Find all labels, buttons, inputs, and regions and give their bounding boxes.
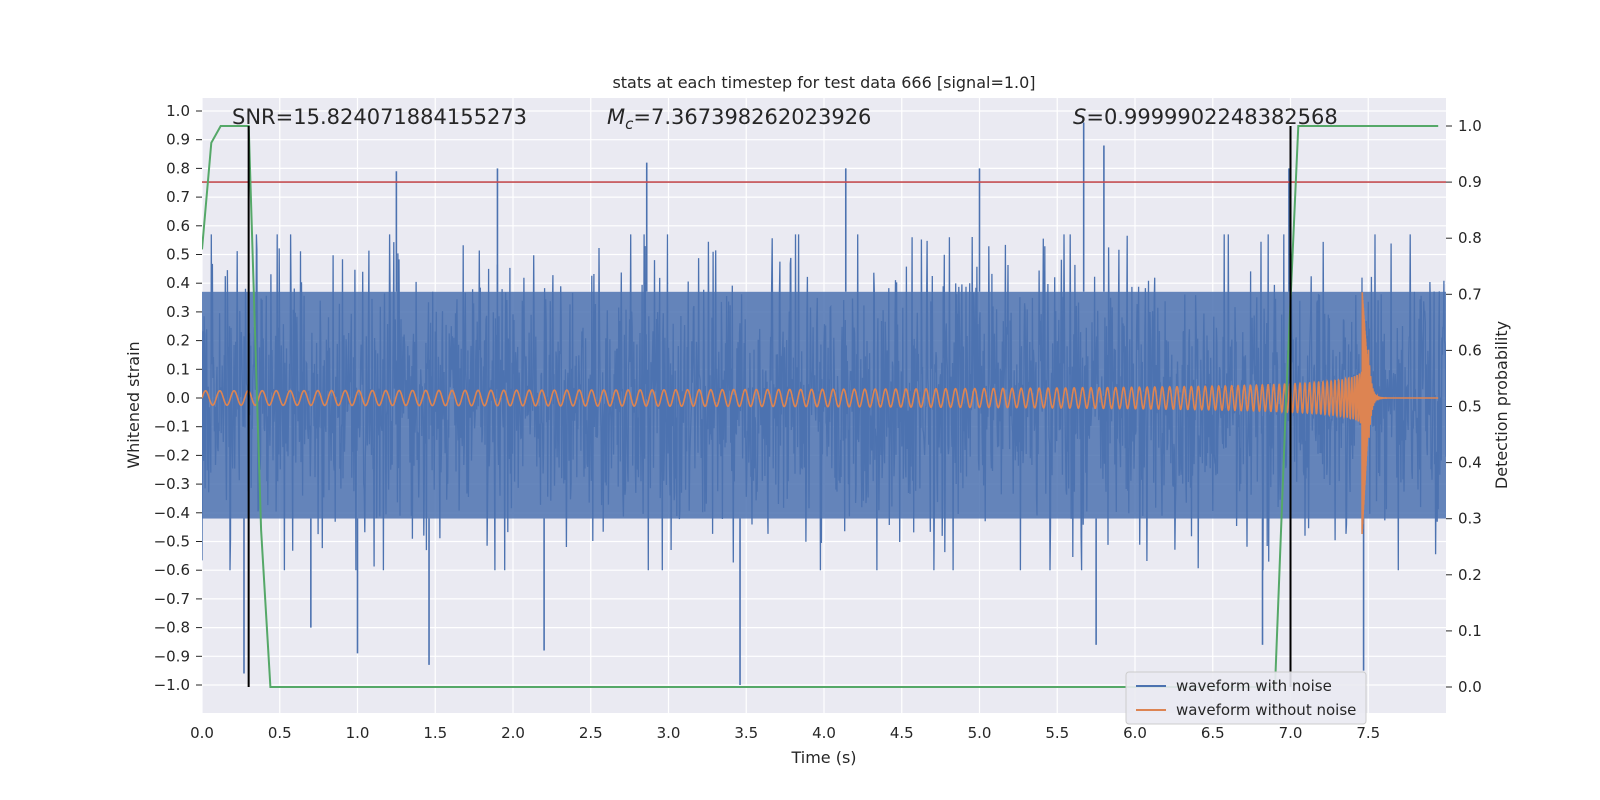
y-tick-label: 0.3: [166, 303, 190, 321]
y-tick-label: −1.0: [154, 676, 190, 694]
y-tick-label: −0.7: [154, 590, 190, 608]
x-tick-label: 3.0: [657, 724, 681, 742]
y2-tick-label: 1.0: [1458, 117, 1482, 135]
x-tick-label: 2.0: [501, 724, 525, 742]
clipped-series: [202, 122, 1446, 688]
y2-tick-label: 0.3: [1458, 510, 1482, 528]
annotation-score-value: =0.9999902248382568: [1086, 105, 1337, 129]
y2-tick-label: 0.9: [1458, 173, 1482, 191]
y2-tick-label: 0.8: [1458, 229, 1482, 247]
noise-waveform-band: [202, 291, 1446, 519]
x-tick-label: 5.5: [1045, 724, 1069, 742]
y-tick-label: −0.1: [154, 418, 190, 436]
annotation-chirp-mass-value: =7.367398262023926: [633, 105, 871, 129]
y-tick-label: 0.8: [166, 159, 190, 177]
x-tick-label: 4.0: [812, 724, 836, 742]
detection-probability-line: [202, 125, 1439, 688]
y2-tick-label: 0.5: [1458, 398, 1482, 416]
y2-axis-label: Detection probability: [1492, 321, 1511, 489]
annotation-score: S=0.9999902248382568: [1073, 105, 1338, 129]
annotation-chirp-mass-subscript: c: [625, 115, 634, 133]
annotation-chirp-mass: Mc=7.367398262023926: [607, 105, 871, 133]
y-tick-label: 0.1: [166, 360, 190, 378]
y-tick-label: 0.5: [166, 246, 190, 264]
axes-layer: 0.0 0.5 1.0 1.5 2.0 2.5 3.0 3.5 4.0 4.5 5.0 5.5 6.0 6…: [154, 102, 1482, 742]
x-tick-label: 6.0: [1123, 724, 1147, 742]
legend-box: [1125, 671, 1367, 725]
annotation-score-symbol: S: [1073, 105, 1086, 129]
x-axis-label: Time (s): [790, 748, 856, 767]
y-tick-label: 0.6: [166, 217, 190, 235]
x-tick-label: 7.0: [1279, 724, 1303, 742]
x-tick-label: 1.5: [423, 724, 447, 742]
y-tick-label: −0.9: [154, 647, 190, 665]
y-tick-label: 0.0: [166, 389, 190, 407]
y-tick-label: 0.4: [166, 274, 190, 292]
legend-label-clean: waveform without noise: [1176, 701, 1356, 719]
y-tick-label: −0.3: [154, 475, 190, 493]
annotation-chirp-mass-symbol: M: [607, 105, 625, 129]
x-tick-label: 6.5: [1201, 724, 1225, 742]
y-tick-label: 0.9: [166, 131, 190, 149]
y2-tick-label: 0.2: [1458, 566, 1482, 584]
y2-tick-label: 0.6: [1458, 341, 1482, 359]
legend-label-noise: waveform with noise: [1176, 677, 1332, 695]
y-tick-label: −0.5: [154, 533, 190, 551]
y2-tick-label: 0.7: [1458, 285, 1482, 303]
data-layer: [202, 122, 1446, 688]
x-tick-label: 1.0: [346, 724, 370, 742]
y2-tick-label: 0.0: [1458, 678, 1482, 696]
y-axis-label: Whitened strain: [124, 341, 143, 468]
y-tick-label: −0.6: [154, 561, 190, 579]
x-tick-label: 5.0: [968, 724, 992, 742]
y2-tick-label: 0.4: [1458, 454, 1482, 472]
x-tick-label: 2.5: [579, 724, 603, 742]
y2-tick-label: 0.1: [1458, 622, 1482, 640]
x-tick-label: 3.5: [734, 724, 758, 742]
y-tick-label: 0.2: [166, 332, 190, 350]
x-tick-label: 4.5: [890, 724, 914, 742]
annotation-snr: SNR=15.824071884155273: [232, 105, 527, 129]
y-tick-label: 1.0: [166, 102, 190, 120]
clean-waveform-line: [202, 292, 1439, 535]
x-tick-label: 7.5: [1356, 724, 1380, 742]
y-tick-label: −0.4: [154, 504, 190, 522]
y-tick-label: −0.8: [154, 619, 190, 637]
y-tick-label: −0.2: [154, 446, 190, 464]
chart-title: stats at each timestep for test data 666…: [612, 73, 1035, 92]
legend: waveform with noise waveform without noi…: [1125, 671, 1367, 725]
x-tick-label: 0.0: [190, 724, 214, 742]
x-tick-label: 0.5: [268, 724, 292, 742]
y-tick-label: 0.7: [166, 188, 190, 206]
